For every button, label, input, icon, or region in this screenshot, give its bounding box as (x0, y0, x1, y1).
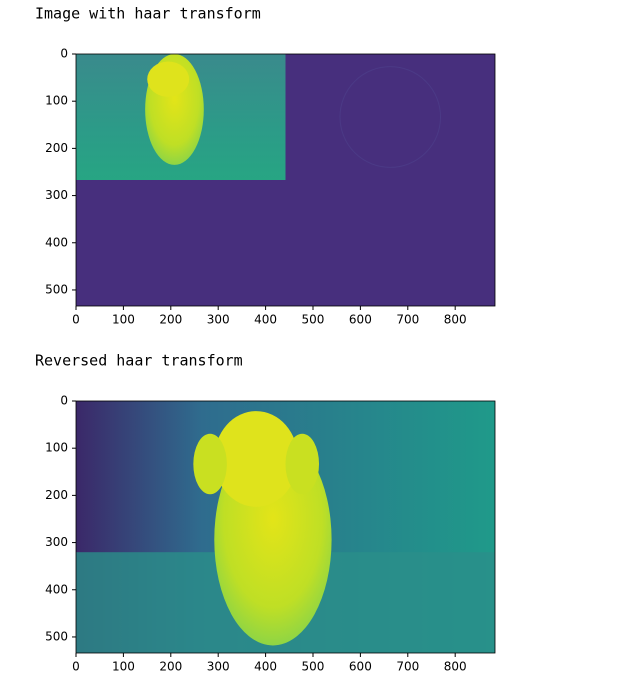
axes-frame (75, 53, 496, 307)
y-tick-label: 100 (45, 441, 68, 455)
x-tick-label: 0 (72, 660, 80, 674)
x-tick-label: 700 (396, 660, 419, 674)
x-tick-label: 500 (302, 660, 325, 674)
x-tick-label: 100 (112, 313, 135, 327)
axes-frame (75, 400, 496, 654)
y-tick-label: 500 (45, 629, 68, 643)
dog-ear (285, 433, 320, 495)
y-tick-label: 0 (60, 47, 68, 61)
x-tick-label: 800 (444, 313, 467, 327)
dog-head (214, 411, 299, 507)
x-tick-label: 300 (207, 660, 230, 674)
x-tick-label: 800 (444, 660, 467, 674)
image (76, 401, 495, 653)
x-tick-label: 200 (159, 313, 182, 327)
edge-faint (339, 66, 442, 168)
x-tick-label: 700 (396, 313, 419, 327)
y-tick-label: 100 (45, 94, 68, 108)
y-tick-label: 0 (60, 394, 68, 408)
y-tick-label: 200 (45, 488, 68, 502)
x-tick-label: 100 (112, 660, 135, 674)
x-tick-label: 400 (254, 660, 277, 674)
dog-ear (193, 433, 227, 495)
x-tick-label: 600 (349, 660, 372, 674)
x-tick-label: 200 (159, 660, 182, 674)
y-tick-label: 200 (45, 141, 68, 155)
y-tick-label: 500 (45, 282, 68, 296)
output-caption: Image with haar transform (35, 5, 261, 23)
image (76, 54, 495, 306)
dog-head (147, 61, 190, 97)
x-tick-label: 500 (302, 313, 325, 327)
y-tick-label: 300 (45, 188, 68, 202)
y-tick-label: 300 (45, 535, 68, 549)
y-tick-label: 400 (45, 582, 68, 596)
y-tick-label: 400 (45, 235, 68, 249)
x-tick-label: 400 (254, 313, 277, 327)
x-tick-label: 300 (207, 313, 230, 327)
x-tick-label: 0 (72, 313, 80, 327)
x-tick-label: 600 (349, 313, 372, 327)
output-caption: Reversed haar transform (35, 352, 243, 370)
